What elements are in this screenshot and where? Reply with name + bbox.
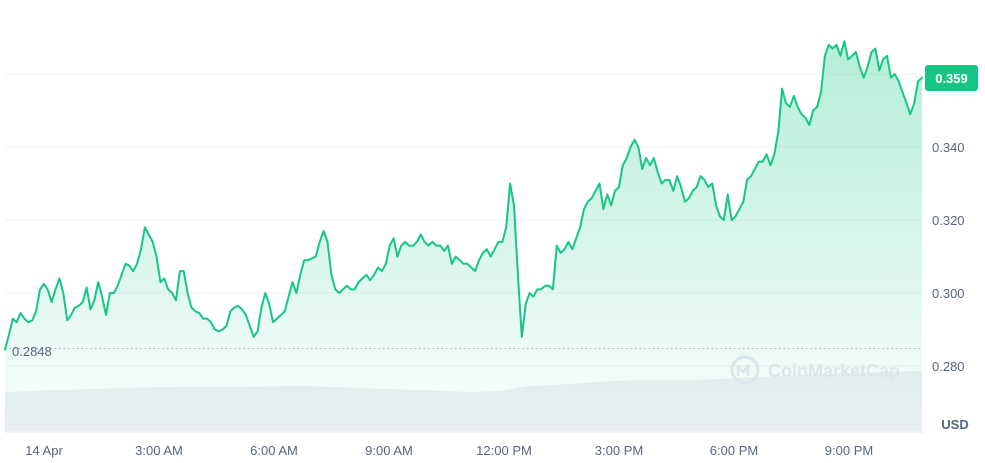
current-price-label: 0.359: [935, 71, 968, 86]
x-tick-label: 6:00 PM: [710, 443, 758, 458]
y-tick-label: 0.280: [932, 359, 965, 374]
price-line: [4, 40, 923, 351]
open-price-label: 0.2848: [12, 344, 52, 359]
y-tick-label: 0.300: [932, 286, 965, 301]
current-price-badge: 0.359: [925, 65, 978, 91]
x-axis-labels: 14 Apr 3:00 AM 6:00 AM 9:00 AM 12:00 PM 3:00 …: [25, 443, 873, 458]
x-tick-label: 14 Apr: [25, 443, 63, 458]
x-tick-label: 9:00 PM: [825, 443, 873, 458]
x-tick-label: 3:00 PM: [595, 443, 643, 458]
x-tick-label: 6:00 AM: [250, 443, 298, 458]
current-price-badge-bg: [925, 65, 978, 91]
x-tick-label: 3:00 AM: [135, 443, 183, 458]
watermark-text: CoinMarketCap: [768, 361, 900, 381]
price-area-fill: [5, 41, 922, 431]
x-tick-label: 12:00 PM: [476, 443, 532, 458]
y-axis-unit: USD: [941, 417, 968, 432]
y-tick-label: 0.340: [932, 140, 965, 155]
y-axis-labels: 0.280 0.300 0.320 0.340: [932, 140, 965, 374]
coinmarketcap-watermark: CoinMarketCap: [730, 355, 900, 385]
y-tick-label: 0.320: [932, 213, 965, 228]
coinmarketcap-logo-icon: [730, 355, 760, 385]
x-tick-label: 9:00 AM: [365, 443, 413, 458]
